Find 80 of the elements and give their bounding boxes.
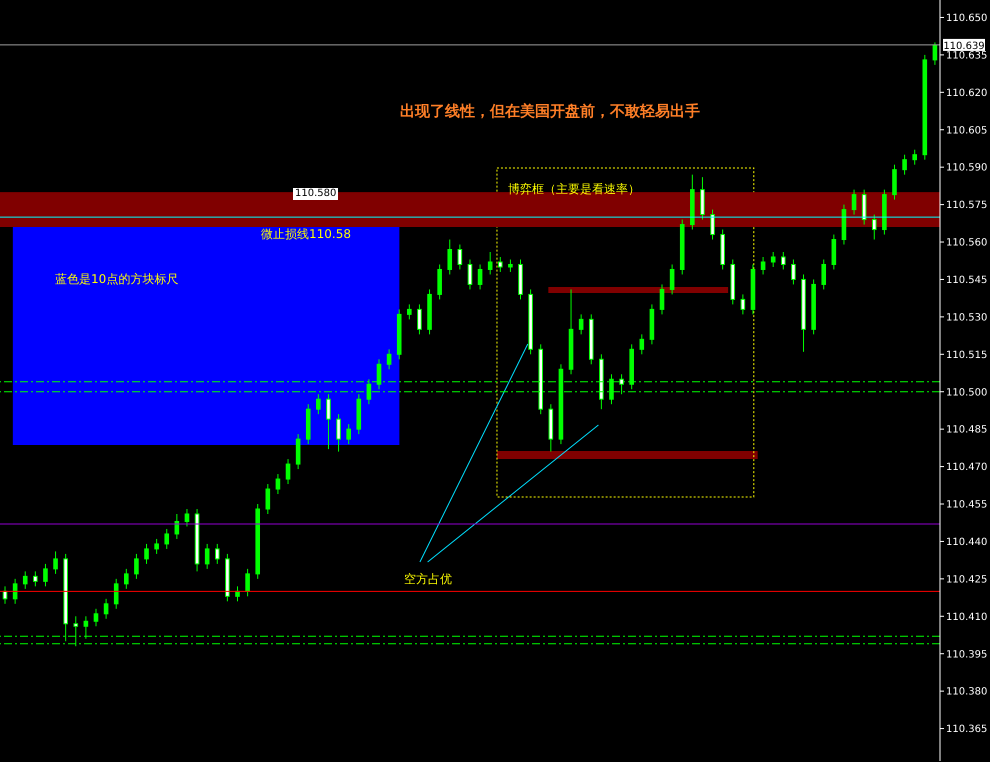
y-tick-label: 110.545 xyxy=(946,275,988,286)
y-tick-label: 110.635 xyxy=(946,50,988,62)
ref-line-label: 110.639 xyxy=(943,40,985,52)
candlestick xyxy=(204,543,210,570)
y-tick-label: 110.530 xyxy=(946,312,988,324)
y-tick-label: 110.455 xyxy=(946,500,988,511)
candlestick xyxy=(266,484,270,514)
candlestick xyxy=(316,394,321,415)
candlestick xyxy=(852,189,856,216)
candlestick xyxy=(114,578,119,610)
candlestick xyxy=(144,543,149,564)
candlestick xyxy=(791,258,796,285)
candlestick xyxy=(578,314,584,335)
candlestick xyxy=(407,304,412,320)
candlestick xyxy=(174,513,180,540)
y-tick-label: 110.410 xyxy=(946,612,988,623)
candlestick xyxy=(417,304,422,335)
y-tick-label: 110.470 xyxy=(946,462,988,474)
candlestick xyxy=(2,586,8,604)
y-tick-label: 110.575 xyxy=(946,200,988,212)
candlestick xyxy=(124,568,129,590)
candlestick xyxy=(872,214,877,240)
candlestick xyxy=(245,568,250,597)
candlestick xyxy=(770,252,776,268)
y-tick-label: 110.425 xyxy=(946,574,988,586)
candlestick xyxy=(214,543,220,564)
y-tick-label: 110.590 xyxy=(946,162,988,174)
candlestick xyxy=(235,586,240,602)
candlestick xyxy=(184,508,190,527)
candlestick xyxy=(53,550,58,574)
candlestick xyxy=(43,563,48,587)
candlestick xyxy=(468,258,472,290)
annotation: 出现了线性，但在美国开盘前，不敢轻易出手 xyxy=(400,102,700,121)
y-tick-label: 110.395 xyxy=(946,649,988,660)
y-tick-label: 110.620 xyxy=(946,88,988,99)
candlestick xyxy=(164,528,170,550)
y-tick-label: 110.560 xyxy=(946,238,988,249)
candlestick xyxy=(104,598,108,620)
candlestick xyxy=(670,264,674,295)
candlestick xyxy=(326,394,331,450)
candlestick xyxy=(286,458,290,485)
candlestick xyxy=(478,264,482,290)
candlestick xyxy=(94,608,98,627)
y-tick-label: 110.515 xyxy=(946,350,988,361)
candlestick xyxy=(912,149,917,166)
annotation: 空方占优 xyxy=(404,571,452,588)
annotation: 博弈框（主要是看速率） xyxy=(508,181,640,198)
annotation: 蓝色是10点的方块标尺 xyxy=(55,271,178,288)
candlestick xyxy=(660,284,664,315)
y-tick-label: 110.485 xyxy=(946,424,988,436)
candlestick xyxy=(902,154,907,176)
candlestick xyxy=(932,42,938,66)
candlestick xyxy=(710,209,715,240)
candlestick xyxy=(498,256,503,272)
candlestick xyxy=(22,570,28,590)
candlestick xyxy=(508,258,513,272)
candlestick xyxy=(154,538,159,554)
y-tick-label: 110.605 xyxy=(946,125,988,136)
annotation: 微止损线110.58 xyxy=(261,226,351,243)
candlestick xyxy=(760,256,766,275)
candlestick xyxy=(33,570,38,587)
candlestick xyxy=(740,294,746,315)
candlestick xyxy=(346,424,351,445)
candlestick xyxy=(276,474,280,495)
candlestick xyxy=(488,252,492,275)
candlestick xyxy=(134,553,139,580)
candlestick xyxy=(639,334,644,355)
candlestick xyxy=(821,258,826,290)
y-tick-label: 110.365 xyxy=(946,724,988,736)
candlestick xyxy=(386,348,392,370)
candlestick xyxy=(336,414,341,452)
candlestick xyxy=(458,244,462,270)
candlestick xyxy=(447,239,452,275)
candlestick xyxy=(781,252,786,270)
y-tick-label: 110.380 xyxy=(946,686,988,698)
y-tick-label: 110.500 xyxy=(946,387,988,398)
annotation: 110.580 xyxy=(293,188,338,200)
y-tick-label: 110.440 xyxy=(946,536,988,548)
y-tick-label: 110.650 xyxy=(946,13,988,24)
candlestick xyxy=(12,578,18,604)
